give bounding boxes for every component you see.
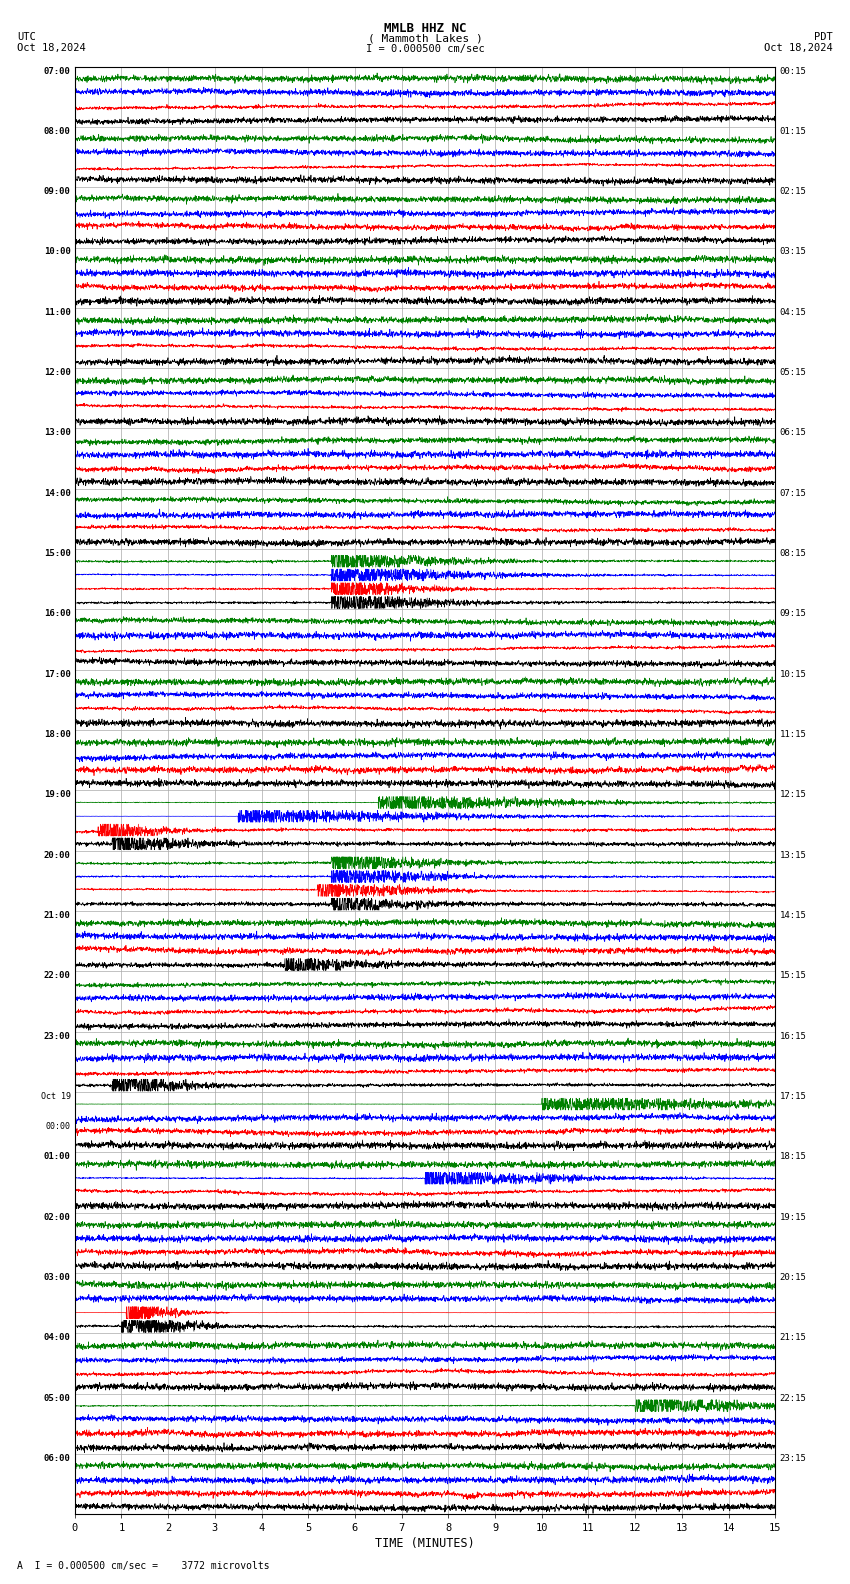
Text: Oct 19: Oct 19: [41, 1091, 71, 1101]
Text: 09:00: 09:00: [43, 187, 71, 196]
Text: 18:15: 18:15: [779, 1153, 807, 1161]
Text: 01:00: 01:00: [43, 1153, 71, 1161]
Text: 09:15: 09:15: [779, 610, 807, 618]
Text: 01:15: 01:15: [779, 127, 807, 136]
Text: 13:15: 13:15: [779, 851, 807, 860]
Text: 05:00: 05:00: [43, 1394, 71, 1403]
Text: 14:00: 14:00: [43, 489, 71, 497]
Text: Oct 18,2024: Oct 18,2024: [764, 43, 833, 52]
Text: 02:15: 02:15: [779, 187, 807, 196]
X-axis label: TIME (MINUTES): TIME (MINUTES): [375, 1538, 475, 1551]
Text: 21:15: 21:15: [779, 1334, 807, 1342]
Text: 00:15: 00:15: [779, 67, 807, 76]
Text: 10:15: 10:15: [779, 670, 807, 680]
Text: 00:00: 00:00: [46, 1123, 71, 1131]
Text: 14:15: 14:15: [779, 911, 807, 920]
Text: 12:00: 12:00: [43, 367, 71, 377]
Text: 11:15: 11:15: [779, 730, 807, 740]
Text: 06:00: 06:00: [43, 1454, 71, 1464]
Text: 16:15: 16:15: [779, 1031, 807, 1041]
Text: 20:00: 20:00: [43, 851, 71, 860]
Text: UTC: UTC: [17, 32, 36, 41]
Text: 03:15: 03:15: [779, 247, 807, 257]
Text: 10:00: 10:00: [43, 247, 71, 257]
Text: 12:15: 12:15: [779, 790, 807, 800]
Text: 08:15: 08:15: [779, 550, 807, 558]
Text: 15:15: 15:15: [779, 971, 807, 980]
Text: 23:00: 23:00: [43, 1031, 71, 1041]
Text: 16:00: 16:00: [43, 610, 71, 618]
Text: Oct 18,2024: Oct 18,2024: [17, 43, 86, 52]
Text: 22:15: 22:15: [779, 1394, 807, 1403]
Text: 07:15: 07:15: [779, 489, 807, 497]
Text: 07:00: 07:00: [43, 67, 71, 76]
Text: 23:15: 23:15: [779, 1454, 807, 1464]
Text: 19:00: 19:00: [43, 790, 71, 800]
Text: 19:15: 19:15: [779, 1213, 807, 1221]
Text: 04:00: 04:00: [43, 1334, 71, 1342]
Text: 20:15: 20:15: [779, 1274, 807, 1281]
Text: 17:15: 17:15: [779, 1091, 807, 1101]
Text: A  I = 0.000500 cm/sec =    3772 microvolts: A I = 0.000500 cm/sec = 3772 microvolts: [17, 1562, 269, 1571]
Text: 08:00: 08:00: [43, 127, 71, 136]
Text: 22:00: 22:00: [43, 971, 71, 980]
Text: 18:00: 18:00: [43, 730, 71, 740]
Text: PDT: PDT: [814, 32, 833, 41]
Text: 02:00: 02:00: [43, 1213, 71, 1221]
Text: 04:15: 04:15: [779, 307, 807, 317]
Text: 17:00: 17:00: [43, 670, 71, 680]
Text: MMLB HHZ NC: MMLB HHZ NC: [383, 22, 467, 35]
Text: I = 0.000500 cm/sec: I = 0.000500 cm/sec: [366, 44, 484, 54]
Text: 11:00: 11:00: [43, 307, 71, 317]
Text: 05:15: 05:15: [779, 367, 807, 377]
Text: 06:15: 06:15: [779, 428, 807, 437]
Text: 21:00: 21:00: [43, 911, 71, 920]
Text: 13:00: 13:00: [43, 428, 71, 437]
Text: 03:00: 03:00: [43, 1274, 71, 1281]
Text: 15:00: 15:00: [43, 550, 71, 558]
Text: ( Mammoth Lakes ): ( Mammoth Lakes ): [367, 33, 483, 43]
